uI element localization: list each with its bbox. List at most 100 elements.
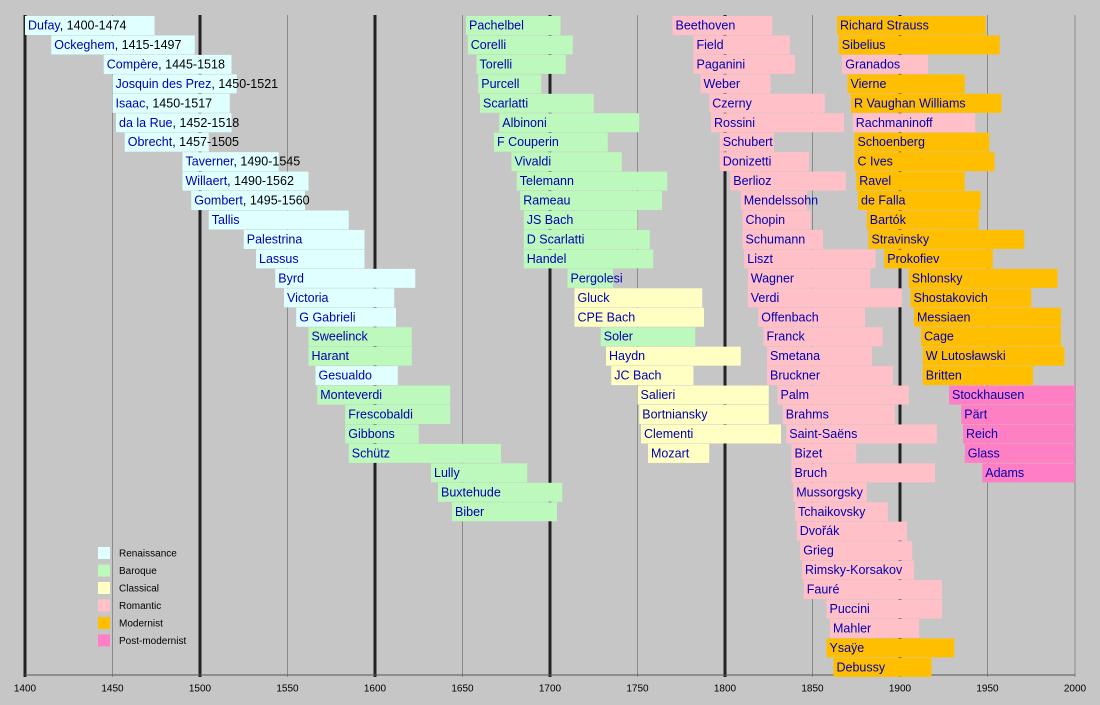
legend-swatch [98,547,110,559]
composer-dates: , 1490-1545 [233,155,300,169]
composer-name: Schubert [723,135,774,149]
composer-label: Harant [312,349,350,363]
lifespan-bar [574,288,703,308]
composer-name: Rameau [523,194,570,208]
composer-label: Field [697,38,724,52]
composer-label: da la Rue, 1452-1518 [119,116,239,130]
composer-label: Frescobaldi [348,408,413,422]
composer-label: Pergolesi [571,272,623,286]
composer-name: Lully [434,466,460,480]
composer-label: Dvořák [800,524,840,538]
composer-label: Pärt [964,408,987,422]
composer-label: Verdi [751,291,780,305]
composer-label: Palestrina [247,233,303,247]
composer-label: Schoenberg [858,135,925,149]
composer-name: Wagner [751,272,794,286]
composer-label: Victoria [287,291,329,305]
lifespan-bar [308,327,412,347]
composer-label: Sibelius [842,38,886,52]
composer-name: Stockhausen [952,388,1024,402]
lifespan-bar [802,560,914,580]
x-tick-label: 1500 [189,684,212,695]
composer-name: Mussorgsky [796,486,863,500]
composer-name: Bruch [795,466,828,480]
composer-label: Bruch [795,466,828,480]
composer-name: Vivaldi [515,155,552,169]
lifespan-bar [520,191,662,211]
composer-label: Biber [455,505,484,519]
composer-name: Haydn [609,349,645,363]
legend-label: Classical [119,584,159,595]
lifespan-bar [523,210,638,230]
composer-label: Tallis [212,213,240,227]
composer-label: Debussy [837,661,886,675]
legend-swatch [98,582,110,594]
composer-name: Smetana [770,349,820,363]
composer-name: Rossini [714,116,755,130]
lifespan-bar [922,366,1033,386]
lifespan-bar [648,443,710,463]
lifespan-bar [910,288,1032,308]
composer-label: Berlioz [733,174,771,188]
legend-label: Modernist [119,619,163,630]
lifespan-bar [611,366,694,386]
composer-dates: , 1400-1474 [60,19,127,33]
lifespan-bar [637,385,769,405]
lifespan-bar [51,35,195,55]
composer-label: Adams [985,466,1024,480]
composer-label: Clementi [644,427,693,441]
lifespan-bar [467,35,573,55]
composer-label: Franck [767,330,806,344]
legend-swatch [98,564,110,577]
composer-name: Rachmaninoff [856,116,933,130]
lifespan-bar [742,229,823,249]
composer-name: Lassus [259,252,299,266]
lifespan-bar [516,171,668,191]
x-tick-label: 1550 [276,684,299,695]
composer-name: Harant [312,349,350,363]
lifespan-bar [284,288,395,308]
composer-name: Weber [704,77,741,91]
composer-label: Offenbach [761,311,819,325]
lifespan-bar [963,424,1075,444]
lifespan-bar [494,132,608,152]
composer-name: Gesualdo [319,369,373,383]
composer-label: Corelli [471,38,506,52]
composer-name: Donizetti [723,155,772,169]
composer-label: Mozart [651,447,690,461]
composer-label: Schütz [352,447,390,461]
lifespan-bar [567,268,613,288]
composer-label: Obrecht, 1457-1505 [128,135,239,149]
lifespan-bar [747,288,902,308]
composer-name: Isaac [116,97,146,111]
composer-name: Rimsky-Korsakov [805,563,903,577]
composer-name: Chopin [746,213,786,227]
composer-label: Beethoven [676,19,736,33]
composer-name: Shostakovich [914,291,988,305]
composer-label: Wagner [751,272,794,286]
composer-label: Gesualdo [319,369,373,383]
composer-name: Gibbons [348,427,395,441]
composer-label: Handel [527,252,567,266]
lifespan-bar [711,113,844,133]
lifespan-bar [838,35,1000,55]
lifespan-bar [208,210,349,230]
composer-label: Purcell [481,77,519,91]
composer-name: Salieri [641,388,676,402]
lifespan-bar [795,502,888,522]
composer-name: Liszt [747,252,773,266]
lifespan-bar [103,54,232,74]
composer-name: C Ives [858,155,893,169]
composer-name: Pergolesi [571,272,623,286]
lifespan-bar [949,385,1075,405]
composer-name: Franck [767,330,806,344]
lifespan-bar [847,74,965,94]
lifespan-bar [767,366,893,386]
x-tick-label: 1850 [801,684,824,695]
lifespan-bar [744,249,876,269]
lifespan-bar [523,229,650,249]
composer-label: Josquin des Prez, 1450-1521 [116,77,279,91]
composer-label: Palm [781,388,809,402]
composer-label: Brahms [786,408,829,422]
composer-label: Messiaen [917,311,971,325]
